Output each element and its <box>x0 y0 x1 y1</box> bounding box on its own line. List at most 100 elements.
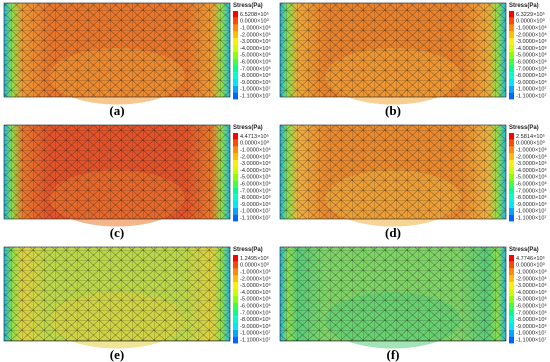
legend-entry: 0.0000×10⁰ <box>240 140 270 147</box>
legend-swatch <box>233 336 238 344</box>
legend-swatch <box>509 207 514 215</box>
legend-swatch <box>233 295 238 303</box>
legend-entry: 0.0000×10⁰ <box>240 18 270 25</box>
legend-swatch <box>233 65 238 73</box>
legend-swatch <box>233 302 238 310</box>
legend-entry: -7.0000×10⁶ <box>516 187 547 194</box>
legend-swatch <box>233 11 238 18</box>
panel-label: (b) <box>385 103 401 118</box>
legend-entry: -4.0000×10⁶ <box>516 45 547 52</box>
legend-entry: -8.0000×10⁶ <box>240 194 271 201</box>
legend-swatch <box>509 214 514 222</box>
legend-swatch <box>233 139 238 147</box>
legend-title: Stress(Pa) <box>509 125 539 131</box>
legend-swatch <box>233 17 238 25</box>
legend-entry: -2.0000×10⁶ <box>516 31 547 38</box>
legend-entry: -7.0000×10⁶ <box>240 187 271 194</box>
legend-entry: -2.0000×10⁶ <box>240 275 271 282</box>
legend-swatch <box>233 255 238 262</box>
legend-swatch <box>233 31 238 39</box>
mesh <box>279 2 507 98</box>
legend-swatch <box>509 139 514 147</box>
legend-swatch <box>233 173 238 181</box>
legend-swatch <box>509 201 514 208</box>
mesh <box>279 246 507 342</box>
legend-swatch <box>233 187 238 195</box>
legend-entry: 2.5814×10⁵ <box>516 133 545 140</box>
legend-swatch <box>509 24 514 32</box>
legend-swatch <box>509 153 514 161</box>
panel-label: (e) <box>110 347 124 362</box>
legend-swatch <box>509 51 514 59</box>
legend-swatch <box>233 153 238 161</box>
legend-swatch <box>509 58 514 66</box>
legend-entry: -8.0000×10⁶ <box>240 72 271 79</box>
legend-entry: 0.0000×10⁰ <box>516 18 546 25</box>
legend-entry: -6.0000×10⁶ <box>516 180 547 187</box>
legend-swatch <box>509 45 514 52</box>
legend-entry: -9.0000×10⁶ <box>240 79 271 86</box>
legend-title: Stress(Pa) <box>509 3 539 9</box>
legend-swatch <box>233 180 238 188</box>
legend-entry: -9.0000×10⁶ <box>240 323 271 330</box>
legend-swatch <box>509 275 514 283</box>
legend-entry: -6.0000×10⁶ <box>240 58 271 65</box>
panel-label: (a) <box>109 103 124 118</box>
legend-entry: -3.0000×10⁶ <box>240 160 271 167</box>
legend-title: Stress(Pa) <box>233 125 263 131</box>
legend-entry: -5.0000×10⁶ <box>516 52 547 59</box>
legend-swatch <box>233 329 238 337</box>
legend-entry: -5.0000×10⁶ <box>240 174 271 181</box>
legend-swatch <box>509 92 514 100</box>
legend-entry: -7.0000×10⁶ <box>516 65 547 72</box>
legend-swatch <box>509 261 514 269</box>
legend-entry: -4.0000×10⁶ <box>240 289 271 296</box>
legend-swatch <box>509 79 514 86</box>
legend-swatch <box>509 255 514 262</box>
legend-entry: -8.0000×10⁶ <box>516 316 547 323</box>
legend-entry: -7.0000×10⁶ <box>240 65 271 72</box>
legend-entry: 4.7746×10⁵ <box>516 255 545 262</box>
legend-entry: -4.0000×10⁶ <box>240 45 271 52</box>
legend-entry: -3.0000×10⁶ <box>516 38 547 45</box>
legend-swatch <box>509 133 514 140</box>
legend-entry: -1.0000×10⁶ <box>516 146 547 153</box>
legend-swatch <box>509 173 514 181</box>
legend-swatch <box>509 180 514 188</box>
panel-label: (d) <box>385 225 401 240</box>
legend-swatch <box>233 72 238 79</box>
legend-swatch <box>233 24 238 32</box>
legend-entry: 0.0000×10⁰ <box>516 262 546 269</box>
legend-swatch <box>233 38 238 45</box>
mesh <box>279 124 507 220</box>
legend-entry: 6.3229×10⁵ <box>516 11 545 18</box>
legend-swatch <box>233 268 238 276</box>
legend-entry: -1.0000×10⁷ <box>516 208 546 215</box>
legend-entry: -1.0000×10⁶ <box>240 268 271 275</box>
legend-entry: -1.0000×10⁷ <box>240 208 270 215</box>
legend-swatch <box>509 194 514 201</box>
legend-swatch <box>233 282 238 289</box>
legend-swatch <box>509 72 514 79</box>
legend-entry: -1.0000×10⁷ <box>516 86 546 93</box>
legend-entry: -1.0000×10⁶ <box>240 24 271 31</box>
legend-swatch <box>233 79 238 86</box>
legend-swatch <box>233 289 238 296</box>
legend-entry: -6.0000×10⁶ <box>240 180 271 187</box>
legend-entry: -6.0000×10⁶ <box>516 58 547 65</box>
legend-entry: -7.0000×10⁶ <box>516 309 547 316</box>
legend-entry: -6.0000×10⁶ <box>240 302 271 309</box>
legend-entry: -2.0000×10⁶ <box>516 153 547 160</box>
legend-swatch <box>509 289 514 296</box>
legend-entry: -9.0000×10⁶ <box>516 201 547 208</box>
legend-swatch <box>233 58 238 66</box>
legend-swatch <box>233 323 238 330</box>
legend-swatch <box>233 85 238 93</box>
legend-entry: -2.0000×10⁶ <box>240 31 271 38</box>
legend-entry: -1.1000×10⁷ <box>240 92 270 99</box>
legend-swatch <box>233 167 238 174</box>
legend-swatch <box>509 336 514 344</box>
legend-entry: -5.0000×10⁶ <box>240 296 271 303</box>
legend-entry: -1.1000×10⁷ <box>516 336 546 343</box>
legend-entry: -5.0000×10⁶ <box>240 52 271 59</box>
